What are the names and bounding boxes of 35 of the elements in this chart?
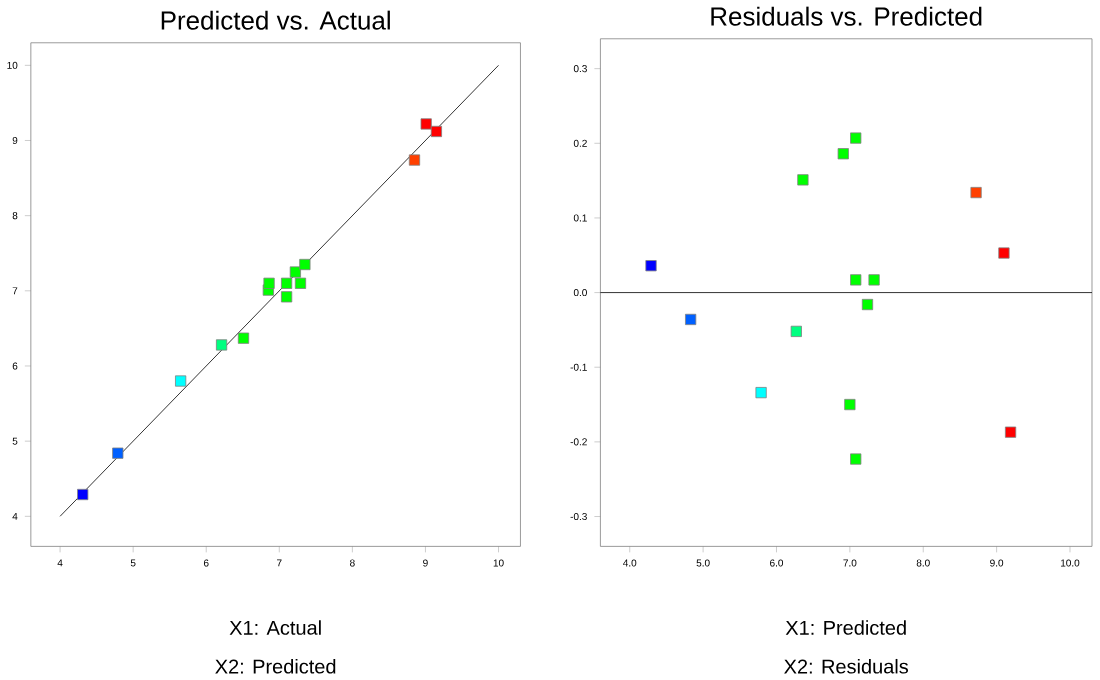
point	[408, 154, 421, 166]
point	[850, 132, 862, 144]
point	[299, 258, 311, 270]
point	[175, 375, 187, 387]
chart-title: Residuals vs. Predicted	[711, 6, 982, 26]
point	[970, 186, 982, 199]
x-axis-title: X1: Predicted	[785, 620, 906, 635]
point	[850, 453, 862, 465]
point	[420, 118, 432, 130]
point	[237, 332, 250, 344]
point	[755, 386, 767, 399]
point	[281, 291, 293, 303]
text: X2: Residuals	[784, 658, 909, 674]
point	[289, 266, 301, 278]
point	[790, 325, 802, 337]
point	[112, 447, 124, 459]
point	[215, 339, 228, 351]
text: X2: Predicted	[215, 658, 336, 674]
point	[645, 259, 657, 272]
point	[998, 247, 1010, 259]
point	[837, 148, 849, 160]
point	[430, 125, 443, 137]
point	[294, 277, 307, 289]
point	[77, 488, 89, 500]
point	[861, 298, 874, 310]
point	[281, 277, 293, 289]
point	[685, 313, 697, 325]
point	[868, 274, 880, 286]
point	[850, 274, 862, 286]
point	[1004, 426, 1017, 438]
chart-title: Predicted vs. Actual	[161, 10, 390, 30]
point	[263, 277, 275, 289]
point	[844, 398, 856, 411]
x-axis-title: X1: Actual	[229, 620, 321, 635]
point	[797, 174, 809, 186]
